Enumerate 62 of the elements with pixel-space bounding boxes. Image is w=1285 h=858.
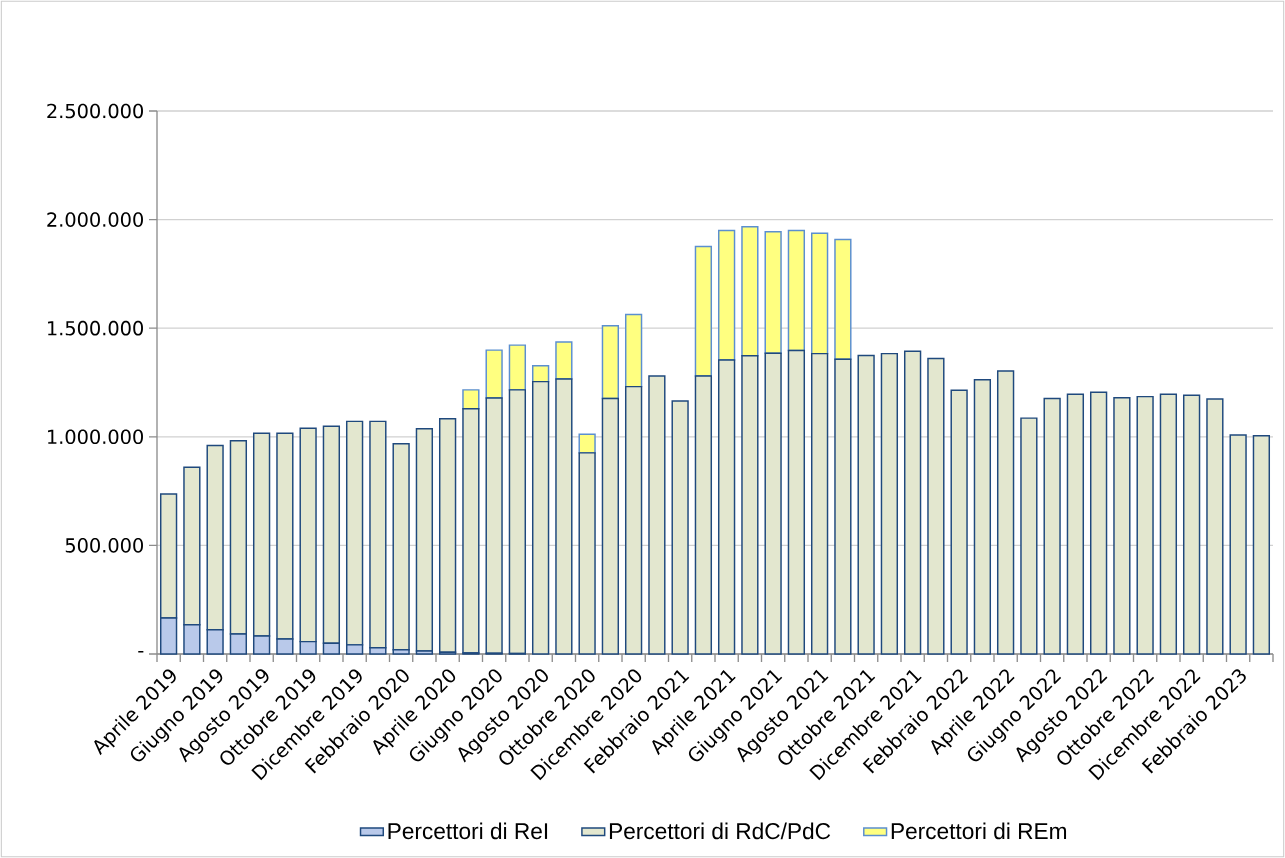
- bar: [1182, 394, 1201, 655]
- bar: [648, 375, 666, 655]
- bar: [578, 433, 596, 454]
- bar: [462, 389, 480, 410]
- bar: [717, 359, 736, 655]
- bar: [392, 443, 410, 651]
- y-tick-label: -: [138, 650, 144, 653]
- bar: [485, 397, 503, 655]
- bar: [834, 238, 852, 360]
- bar: [601, 325, 620, 400]
- y-tick-label: 1.000.000: [48, 429, 143, 445]
- bar: [787, 229, 806, 352]
- bar: [950, 389, 968, 655]
- y-tick-label: 2.500.000: [47, 103, 143, 119]
- y-tick-label: 2.000.000: [47, 212, 143, 227]
- bar: [764, 231, 782, 354]
- bar: [1136, 395, 1154, 655]
- bar: [927, 357, 945, 655]
- bar: [694, 245, 713, 377]
- bar: [1020, 417, 1038, 655]
- y-tick-label: 500.000: [65, 538, 143, 553]
- bar: [531, 380, 550, 655]
- y-tick-label: 1.500.000: [48, 320, 143, 336]
- bar: [810, 232, 829, 355]
- bar: [624, 313, 643, 388]
- bar: [1043, 397, 1061, 655]
- bar: [741, 226, 759, 357]
- bar: [462, 408, 480, 654]
- bar: [601, 397, 620, 655]
- bar: [694, 375, 713, 655]
- bar: [555, 378, 573, 655]
- bar: [531, 365, 550, 383]
- bar: [1206, 398, 1224, 655]
- bar: [741, 355, 759, 655]
- bar: [1159, 393, 1178, 655]
- bar: [415, 428, 434, 652]
- bar: [996, 370, 1015, 655]
- bar: [624, 385, 643, 655]
- bar: [903, 350, 922, 655]
- bar: [555, 341, 573, 380]
- bar: [508, 389, 527, 655]
- legend-label: Percettori di ReI: [388, 822, 548, 840]
- bar: [485, 349, 503, 399]
- bar: [787, 349, 806, 655]
- bar: [717, 229, 736, 361]
- bar: [1113, 396, 1131, 655]
- bar: [880, 352, 899, 655]
- bar: [578, 452, 596, 655]
- bar: [1089, 391, 1108, 655]
- legend-label: Percettori di REm: [891, 822, 1067, 840]
- bar: [857, 354, 875, 655]
- bar: [438, 418, 457, 653]
- bar: [764, 352, 782, 655]
- bar: [834, 358, 852, 655]
- bar: [973, 378, 992, 655]
- legend-label: Percettori di RdC/PdC: [609, 822, 831, 840]
- bar: [508, 344, 527, 391]
- bar: [1066, 393, 1085, 655]
- bar: [671, 400, 689, 655]
- bar: [1229, 434, 1247, 655]
- bar: [810, 352, 829, 655]
- bar: [1252, 434, 1271, 655]
